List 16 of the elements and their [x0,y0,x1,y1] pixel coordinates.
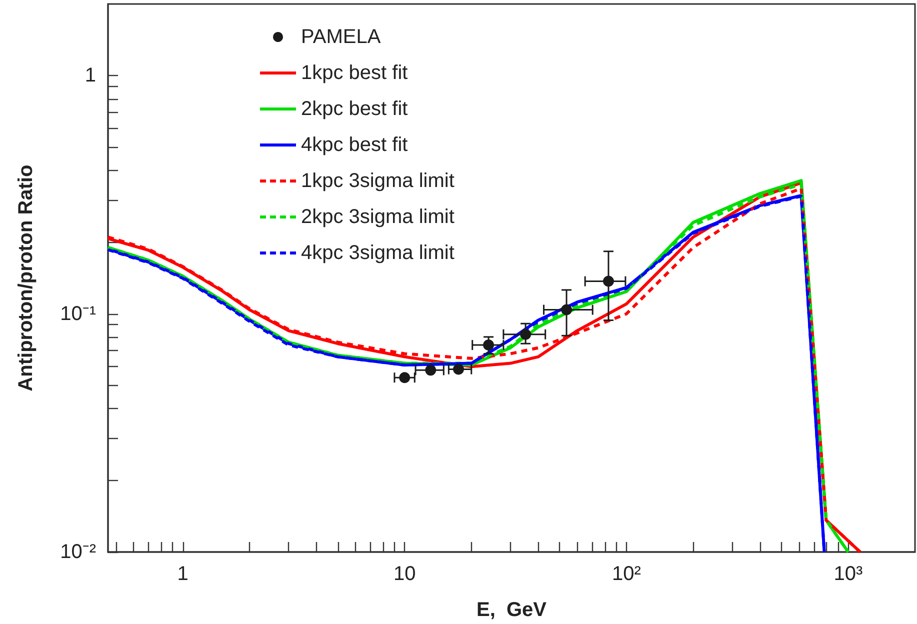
y-tick-label: 10⁻² [60,541,96,563]
legend-label: PAMELA [301,26,382,48]
legend-label: 2kpc 3sigma limit [301,206,455,228]
y-tick-label: 1 [84,64,96,87]
legend-label: 2kpc best fit [301,98,408,120]
x-axis-title: E, GeV [476,599,548,621]
x-tick-label: 10³ [834,563,864,585]
legend-label: 4kpc best fit [301,134,408,156]
y-axis-title: Antiproton/proton Ratio [15,164,37,392]
legend-label: 1kpc best fit [301,62,408,84]
x-tick-label: 10² [612,563,642,585]
x-tick-label: 10 [393,563,416,585]
legend-label: 4kpc 3sigma limit [301,242,455,264]
x-tick-label: 1 [177,563,188,585]
y-tick-label: 10⁻¹ [60,302,96,325]
legend-label: 1kpc 3sigma limit [301,170,455,192]
